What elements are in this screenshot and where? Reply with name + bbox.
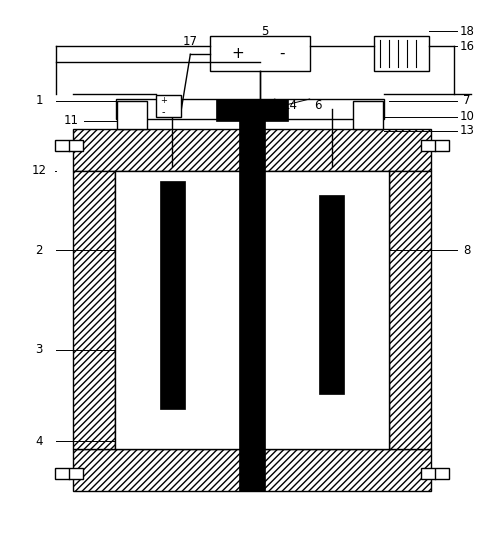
Text: 10: 10 [459, 110, 474, 123]
Text: -: - [279, 46, 285, 60]
Bar [319, 195, 345, 394]
Text: 6: 6 [314, 100, 322, 113]
Bar [421, 140, 449, 151]
Bar [116, 99, 384, 119]
Text: 8: 8 [463, 244, 471, 256]
Bar [156, 95, 181, 117]
Text: 9: 9 [248, 447, 256, 460]
Bar [374, 36, 429, 71]
Bar [115, 171, 389, 449]
Bar [55, 140, 83, 151]
Bar [73, 171, 115, 449]
Text: 5: 5 [261, 25, 269, 38]
Text: 4: 4 [35, 435, 43, 447]
Text: 18: 18 [459, 25, 474, 38]
Text: 17: 17 [183, 35, 198, 48]
Bar [239, 114, 265, 491]
Bar [159, 180, 185, 409]
Bar [353, 101, 383, 129]
Text: 14: 14 [282, 100, 297, 113]
Text: 11: 11 [64, 114, 79, 127]
Bar [216, 99, 288, 121]
Bar [389, 171, 431, 449]
Bar [210, 36, 309, 71]
Bar [73, 449, 431, 491]
Text: 15: 15 [240, 100, 256, 113]
Text: 1: 1 [35, 95, 43, 108]
Bar [73, 129, 431, 171]
Text: 3: 3 [35, 343, 43, 356]
Text: 13: 13 [459, 124, 474, 137]
Text: 16: 16 [459, 40, 474, 53]
Bar [421, 468, 449, 479]
Text: +: + [232, 46, 244, 60]
Text: +: + [160, 96, 167, 105]
Bar [117, 101, 147, 129]
Text: 2: 2 [35, 244, 43, 256]
Text: 12: 12 [32, 164, 47, 177]
Text: 7: 7 [463, 95, 471, 108]
Bar [55, 468, 83, 479]
Text: -: - [162, 107, 165, 117]
